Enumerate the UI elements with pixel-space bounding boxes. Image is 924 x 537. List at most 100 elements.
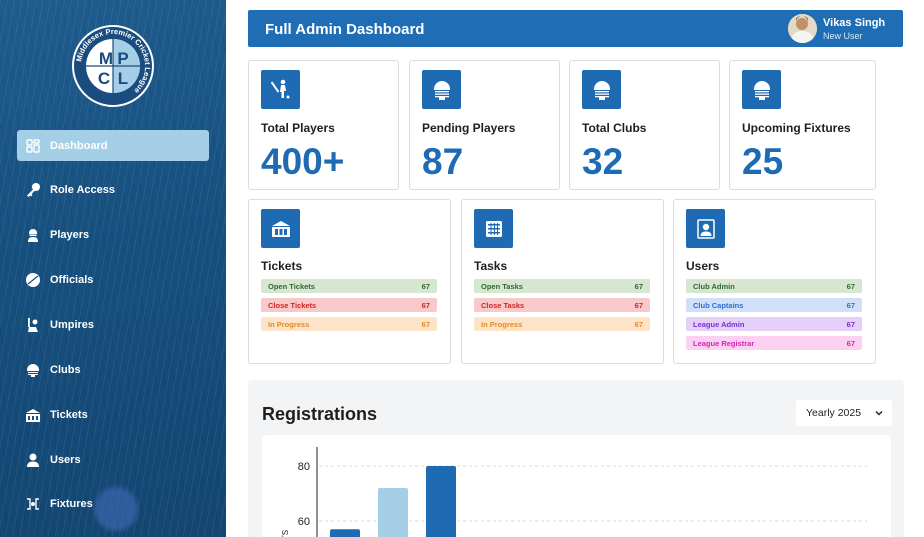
stat-card-upcoming-fixtures[interactable]: Upcoming Fixtures 25 (729, 60, 876, 190)
row-value: 67 (634, 281, 643, 291)
helmet-icon (27, 363, 39, 377)
list-item[interactable]: In Progress 67 (261, 317, 437, 331)
list-item[interactable]: Club Captains 67 (686, 298, 862, 312)
row-label: Open Tickets (268, 281, 315, 291)
row-value: 67 (421, 281, 430, 291)
stat-card-total-players[interactable]: Total Players 400+ (248, 60, 399, 190)
row-value: 67 (846, 281, 855, 291)
stat-icon-box (474, 209, 513, 248)
list-item[interactable]: Club Admin 67 (686, 279, 862, 293)
cursor-highlight (94, 487, 138, 531)
row-value: 67 (421, 300, 430, 310)
card-title: Users (686, 259, 720, 273)
row-label: Open Tasks (481, 281, 523, 291)
sidebar-item-players[interactable]: Players (17, 219, 209, 250)
list-item[interactable]: Open Tasks 67 (474, 279, 650, 293)
sidebar-item-tickets[interactable]: Tickets (17, 399, 209, 430)
row-label: Club Admin (693, 281, 735, 291)
user-name[interactable]: Vikas Singh (823, 17, 886, 29)
stat-card-pending-players[interactable]: Pending Players 87 (409, 60, 560, 190)
stat-value: 400+ (261, 141, 345, 182)
batsman-icon (270, 79, 289, 98)
row-label: Close Tickets (268, 300, 317, 310)
league-logo[interactable]: Middlesex Premier Cricket League M P C L (72, 24, 154, 108)
dashboard-icon (26, 138, 40, 153)
period-select-value: Yearly 2025 (806, 407, 862, 419)
list-item[interactable]: League Registrar 67 (686, 336, 862, 350)
chevron-down-icon (875, 411, 883, 416)
stat-value: 87 (422, 141, 464, 182)
row-value: 67 (421, 319, 430, 329)
row-value: 67 (846, 319, 855, 329)
avatar-image (788, 14, 817, 43)
sidebar-item-users[interactable]: Users (17, 444, 209, 475)
sidebar-item-label: Players (50, 228, 90, 241)
fixtures-icon (27, 497, 39, 510)
sidebar-item-umpires[interactable]: Umpires (17, 309, 209, 340)
sidebar-item-label: Dashboard (50, 139, 108, 152)
row-value: 67 (846, 338, 855, 348)
key-icon (27, 182, 40, 197)
row-label: League Registrar (693, 338, 755, 348)
y-tick-label: 60 (298, 516, 310, 528)
list-item[interactable]: Open Tickets 67 (261, 279, 437, 293)
row-value: 67 (634, 319, 643, 329)
bar (330, 529, 360, 537)
period-select[interactable]: Yearly 2025 (796, 400, 892, 426)
stat-icon-box (261, 70, 300, 109)
stat-icon-box (422, 70, 461, 109)
row-value: 67 (846, 300, 855, 310)
player-icon (28, 228, 38, 242)
bar (426, 466, 456, 537)
stat-card-total-clubs[interactable]: Total Clubs 32 (569, 60, 720, 190)
list-item[interactable]: Close Tickets 67 (261, 298, 437, 312)
row-label: Club Captains (693, 300, 744, 310)
row-value: 67 (634, 300, 643, 310)
avatar[interactable] (788, 14, 817, 43)
sidebar-item-dashboard[interactable]: Dashboard (17, 130, 209, 161)
sidebar: Middlesex Premier Cricket League M P C L… (0, 0, 226, 537)
stat-icon-box (686, 209, 725, 248)
sidebar-item-label: Users (50, 453, 81, 466)
row-label: In Progress (268, 319, 310, 329)
tasks-card[interactable]: Tasks Open Tasks 67 Close Tasks 67 In Prog… (461, 199, 664, 364)
tickets-card[interactable]: Tickets Open Tickets 67 Close Tickets 67 I… (248, 199, 451, 364)
sidebar-item-label: Tickets (50, 408, 88, 421)
users-card[interactable]: Users Club Admin 67 Club Captains 67 Leagu… (673, 199, 876, 364)
stat-icon-box (742, 70, 781, 109)
sidebar-item-label: Umpires (50, 318, 95, 331)
row-label: In Progress (481, 319, 523, 329)
user-icon (27, 453, 39, 467)
stat-label: Pending Players (422, 121, 516, 135)
y-tick-label: 80 (298, 461, 310, 473)
list-item[interactable]: League Admin 67 (686, 317, 862, 331)
row-label: Close Tasks (481, 300, 525, 310)
stat-icon-box (261, 209, 300, 248)
user-role: New User (823, 31, 863, 41)
sidebar-item-officials[interactable]: Officials (17, 264, 209, 295)
sidebar-item-label: Clubs (50, 363, 81, 376)
helmet-icon (433, 80, 450, 100)
section-title: Registrations (262, 404, 378, 424)
list-item[interactable]: Close Tasks 67 (474, 298, 650, 312)
user-icon (696, 218, 715, 239)
sidebar-item-label: Role Access (50, 183, 116, 196)
stadium-icon (26, 408, 40, 422)
helmet-icon (753, 80, 770, 100)
stat-label: Total Clubs (582, 121, 647, 135)
list-item[interactable]: In Progress 67 (474, 317, 650, 331)
page-header: Full Admin Dashboard Vikas Singh New Use… (248, 10, 903, 47)
y-axis-label: ers (279, 529, 291, 537)
card-title: Tickets (261, 259, 303, 273)
logo-letter-l: L (118, 69, 128, 88)
stat-value: 32 (582, 141, 624, 182)
sidebar-item-label: Fixtures (50, 497, 93, 510)
sidebar-item-role-access[interactable]: Role Access (17, 174, 209, 205)
umpire-icon (28, 317, 38, 332)
stat-label: Total Players (261, 121, 335, 135)
row-label: League Admin (693, 319, 745, 329)
sidebar-item-label: Officials (50, 273, 94, 286)
sidebar-item-clubs[interactable]: Clubs (17, 354, 209, 385)
sidebar-item-fixtures[interactable]: Fixtures (17, 488, 209, 519)
tasks-icon (485, 220, 502, 237)
